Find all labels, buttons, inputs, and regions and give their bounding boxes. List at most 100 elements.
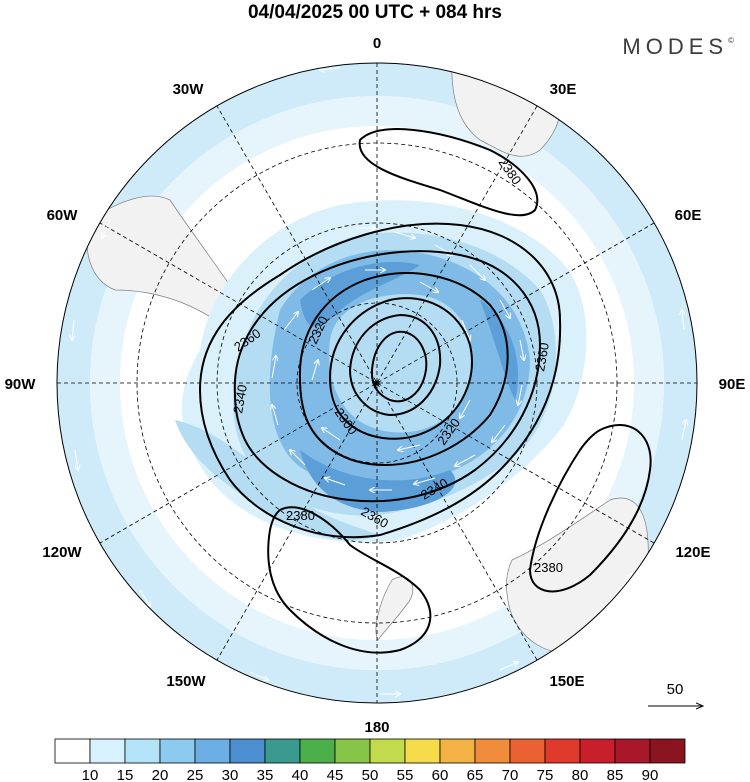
meridian-label-0: 0 [373,35,381,52]
meridian-label-180: 180 [364,719,389,736]
wind-arrow [619,574,632,591]
colorbar-swatch [474,738,511,764]
map-title: 04/04/2025 00 UTC + 084 hrs [247,2,503,23]
wind-arrow [461,319,470,340]
colorbar-label: 10 [82,767,99,782]
colorbar-swatch [299,738,336,764]
contour-label: 2340 [230,383,250,414]
wind-arrow [271,356,276,379]
meridian-120e-60w [99,222,655,544]
wind-arrow [322,428,341,441]
wind-arrow [311,278,330,291]
colorbar-swatch [159,738,196,764]
colorbar-swatch [124,738,161,764]
brand-logo: MODES© [622,34,734,60]
wind-arrow [460,399,471,418]
meridian-label-120e: 120E [675,544,710,561]
colorbar-label: 30 [222,767,239,782]
wind-arrow [499,299,510,318]
wind-arrow [72,319,74,340]
colorbar-swatch [439,738,476,764]
contour-labels: 2380 2360 2320 2340 2300 2320 2360 2340 … [230,155,563,575]
brand-name: MODES [622,34,729,59]
colorbar-label: 45 [327,767,344,782]
wind-arrow [290,450,306,466]
map-boundary [56,62,698,704]
shade-band-southwest [175,420,380,541]
colorbar-swatch [194,738,231,764]
meridian-label-60e: 60E [675,207,702,224]
meridian-label-30e: 30E [550,81,577,98]
wind-arrow [681,420,686,441]
meridian-label-150w: 150W [166,673,206,690]
wind-arrow [102,219,111,238]
contour-2300 [328,297,473,440]
contour-2340 [233,250,542,503]
colorbar-label: 70 [502,767,519,782]
colorbar-swatch [89,738,126,764]
contour-label: 2380 [534,560,563,575]
contour-2360 [198,222,562,539]
contour-2380-top [358,128,539,217]
meridian-label-90e: 90E [719,376,746,393]
contour-2380-right [528,424,652,593]
wind-arrow [394,231,415,238]
colorbar-swatch [544,738,581,764]
wind-arrow [272,405,279,426]
wind-arrow [165,119,181,132]
colorbar-swatch [369,738,406,764]
colorbar-label: 50 [362,767,379,782]
wind-arrow [419,281,438,292]
south-pole-marker [374,380,380,386]
colorbar-label: 20 [152,767,169,782]
brand-mark: © [728,36,734,45]
wind-arrow [682,310,684,331]
colorbar-swatch [579,738,616,764]
contour-label: 2380 [286,508,315,523]
wind-arrow [519,339,524,360]
meridian-label-120w: 120W [42,544,82,561]
colorbar-label: 25 [187,767,204,782]
colorbar-label: 55 [397,767,414,782]
reference-vector-label: 50 [667,681,684,698]
colorbar-label: 80 [572,767,589,782]
colorbar-swatch [404,738,441,764]
wind-arrow [240,79,261,86]
meridian-60e-120w [99,222,655,544]
wind-arrow [139,589,150,606]
contour-2260 [370,330,428,403]
colorbar-label: 90 [642,767,659,782]
contour-2380-bottomleft [267,506,432,654]
colorbar-label: 75 [537,767,554,782]
colorbar-label: 60 [432,767,449,782]
colorbar-label: 65 [467,767,484,782]
wind-arrow [398,444,421,450]
colorbar-swatch [334,738,371,764]
height-contours [198,128,652,654]
colorbar-label: 85 [607,767,624,782]
vortex-shading [175,200,587,543]
contour-2280 [348,313,442,417]
wind-arrow [469,264,485,280]
wind-arrow [518,384,523,405]
meridian-label-30w: 30W [173,81,205,98]
colorbar-label: 40 [292,767,309,782]
meridian-label-60w: 60W [47,207,79,224]
wind-arrow [414,477,436,484]
meridian-label-90w: 90W [5,376,37,393]
wind-arrow [311,360,318,381]
wind-arrow [320,68,341,70]
colorbar-swatch [649,738,686,764]
wind-arrow [492,424,506,442]
colorbar-swatch [54,738,91,764]
wind-arrow [455,454,476,466]
reference-vector: 50 [648,681,703,706]
contour-2320 [298,272,509,467]
colorbar-swatch [264,738,301,764]
wind-arrow [325,478,346,486]
meridian-labels: 0 30E 60E 90E 120E 150E 180 150W 120W 90… [5,35,746,736]
wind-arrow [283,312,298,331]
meridian-150e-30w [216,105,538,661]
shade-core-east [480,300,519,400]
